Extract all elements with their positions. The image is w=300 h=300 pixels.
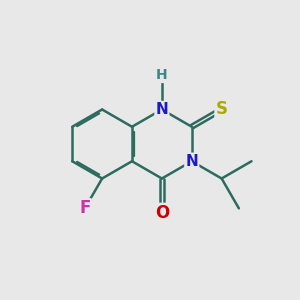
Text: H: H	[156, 68, 168, 82]
Text: N: N	[185, 154, 198, 169]
Text: N: N	[155, 102, 168, 117]
Text: O: O	[155, 204, 169, 222]
Text: F: F	[79, 200, 91, 217]
Text: S: S	[216, 100, 228, 118]
